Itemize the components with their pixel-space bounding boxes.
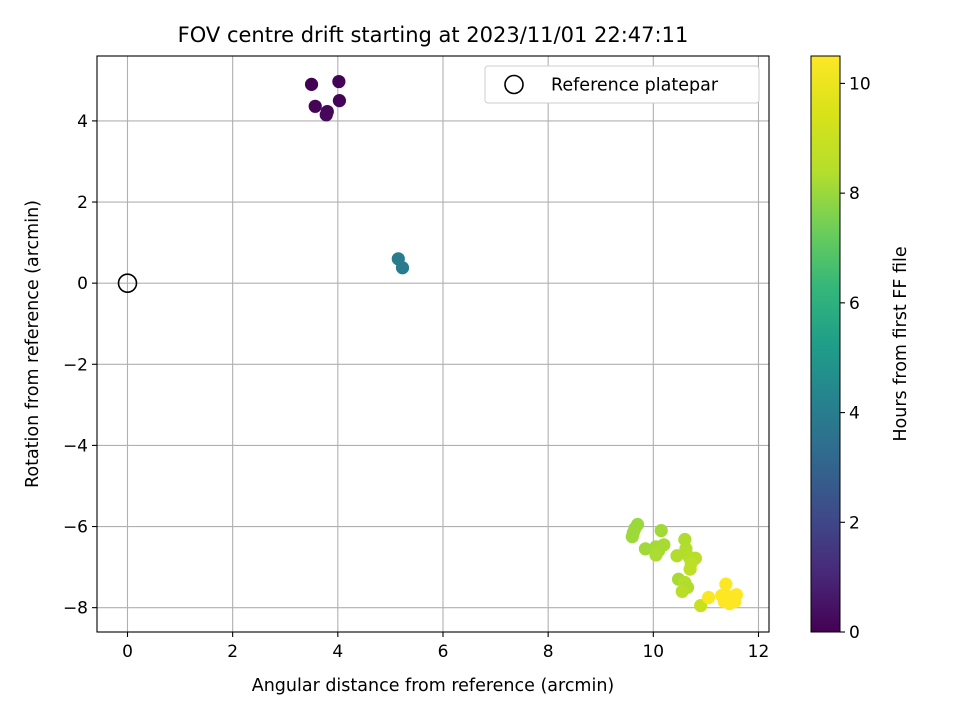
colorbar-tick-label: 10 bbox=[849, 74, 871, 94]
colorbar-gradient bbox=[810, 55, 841, 633]
x-tick-label: 0 bbox=[122, 642, 133, 662]
data-point bbox=[728, 594, 742, 609]
colorbar-ticks: 0 2 4 6 8 10 bbox=[840, 74, 871, 643]
colorbar-tick-label: 6 bbox=[849, 294, 860, 314]
colorbar: 0 2 4 6 8 10 Hours from first FF file bbox=[810, 55, 911, 643]
y-axis-label: Rotation from reference (arcmin) bbox=[23, 200, 43, 488]
legend-label: Reference platepar bbox=[551, 76, 719, 96]
data-point bbox=[654, 523, 668, 538]
data-point bbox=[649, 548, 663, 562]
legend: Reference platepar bbox=[484, 65, 760, 104]
colorbar-tick-label: 2 bbox=[849, 513, 860, 533]
x-tick-label: 10 bbox=[642, 642, 664, 662]
legend-marker bbox=[504, 74, 524, 95]
x-tick-label: 12 bbox=[748, 642, 770, 662]
data-point bbox=[332, 94, 347, 108]
plot-area: 0 2 4 6 8 10 12 −8 −6 −4 −2 0 2 4 bbox=[63, 55, 770, 662]
x-tick-label: 8 bbox=[543, 642, 554, 662]
data-point bbox=[675, 584, 689, 599]
y-axis-ticks: −8 −6 −4 −2 0 2 4 bbox=[63, 112, 97, 619]
data-point bbox=[395, 261, 410, 275]
data-point bbox=[670, 549, 684, 563]
data-point bbox=[304, 77, 319, 91]
data-point bbox=[308, 99, 322, 113]
y-tick-label: 4 bbox=[77, 112, 88, 132]
legend-box bbox=[484, 65, 760, 104]
y-tick-label: −6 bbox=[63, 518, 88, 538]
colorbar-tick-label: 8 bbox=[849, 184, 860, 204]
plot-frame bbox=[96, 55, 770, 633]
y-tick-label: −2 bbox=[63, 355, 88, 375]
data-point bbox=[694, 599, 708, 613]
grid bbox=[97, 56, 769, 632]
y-tick-label: 2 bbox=[77, 193, 88, 213]
y-tick-label: −4 bbox=[63, 436, 88, 456]
data-point bbox=[319, 108, 333, 122]
x-tick-label: 2 bbox=[227, 642, 238, 662]
y-tick-label: −8 bbox=[63, 599, 88, 619]
data-point bbox=[332, 74, 346, 89]
y-tick-label: 0 bbox=[77, 274, 88, 294]
scatter-points bbox=[304, 74, 743, 613]
reference-marker bbox=[117, 273, 138, 293]
colorbar-tick-label: 0 bbox=[849, 623, 860, 643]
chart-title: FOV centre drift starting at 2023/11/01 … bbox=[178, 23, 689, 47]
data-point bbox=[719, 577, 733, 591]
colorbar-tick-label: 4 bbox=[849, 404, 860, 424]
x-axis-ticks: 0 2 4 6 8 10 12 bbox=[122, 632, 769, 662]
x-tick-label: 6 bbox=[438, 642, 449, 662]
data-point bbox=[625, 530, 639, 544]
data-point bbox=[701, 590, 716, 605]
x-tick-label: 4 bbox=[332, 642, 343, 662]
colorbar-label: Hours from first FF file bbox=[891, 246, 911, 441]
data-point bbox=[638, 542, 653, 556]
x-axis-label: Angular distance from reference (arcmin) bbox=[252, 676, 615, 696]
data-point bbox=[683, 562, 697, 576]
